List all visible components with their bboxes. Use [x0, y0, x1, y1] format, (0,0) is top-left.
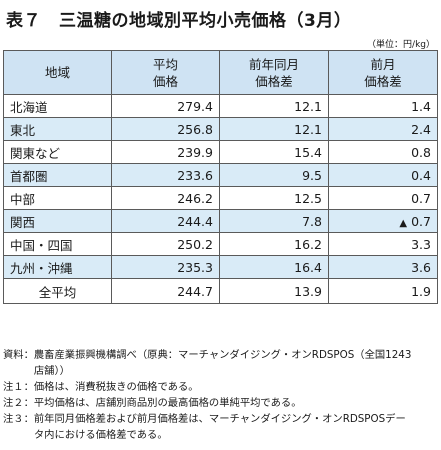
avg-price-cell: 233.6	[111, 163, 220, 187]
region-cell: 中国・四国	[3, 232, 112, 256]
header-region: 地域	[3, 50, 112, 95]
negative-triangle-icon: ▲	[399, 217, 408, 229]
mom-diff-cell: 0.8	[328, 140, 438, 164]
avg-price-cell: 244.4	[111, 209, 220, 233]
mom-diff-cell: 2.4	[328, 117, 438, 141]
total-row: 全平均 244.7 13.9 1.9	[3, 278, 438, 304]
total-yoy-diff-cell: 13.9	[219, 278, 329, 304]
mom-diff-cell: 1.4	[328, 94, 438, 118]
header-avg-price: 平均 価格	[111, 50, 220, 95]
avg-price-cell: 235.3	[111, 255, 220, 279]
note-text: 前年同月価格差および前月価格差は、マーチャンダイジング・オンRDSPOSデータ内…	[33, 413, 406, 441]
region-cell: 北海道	[3, 94, 112, 118]
region-cell: 関西	[3, 209, 112, 233]
table-row: 中国・四国 250.2 16.2 3.3	[3, 232, 438, 256]
note-label: 注３：	[3, 413, 34, 425]
header-avg-price-line1: 平均	[152, 56, 178, 72]
footnotes: 資料： 農畜産業振興機構調べ（原典：マーチャンダイジング・オンRDSPOS（全国…	[3, 347, 415, 443]
table-title-text: 三温糖の地域別平均小売価格（3月）	[59, 11, 352, 31]
mom-diff-cell: 0.7	[328, 186, 438, 210]
mom-diff-cell: 0.4	[328, 163, 438, 187]
mom-diff-cell: ▲ 0.7	[328, 209, 438, 233]
note-label: 注１：	[3, 381, 34, 393]
yoy-diff-cell: 16.2	[219, 232, 329, 256]
note-text: 価格は、消費税抜きの価格である。	[33, 381, 199, 393]
note-text: 平均価格は、店舗別商品別の最高価格の単純平均である。	[33, 397, 302, 409]
table-row: 関東など 239.9 15.4 0.8	[3, 140, 438, 164]
header-yoy-diff-line2: 価格差	[255, 73, 293, 89]
avg-price-cell: 250.2	[111, 232, 220, 256]
header-yoy-diff-line1: 前年同月	[248, 56, 299, 72]
note-text: 農畜産業振興機構調べ（原典：マーチャンダイジング・オンRDSPOS（全国1243…	[33, 349, 412, 377]
table-row: 首都圏 233.6 9.5 0.4	[3, 163, 438, 187]
region-cell: 中部	[3, 186, 112, 210]
yoy-diff-cell: 16.4	[219, 255, 329, 279]
total-region-cell: 全平均	[3, 278, 112, 304]
total-mom-diff-cell: 1.9	[328, 278, 438, 304]
note-label: 注２：	[3, 397, 34, 409]
yoy-diff-cell: 12.1	[219, 94, 329, 118]
header-mom-diff-line1: 前月	[370, 56, 396, 72]
header-avg-price-line2: 価格	[152, 73, 178, 89]
avg-price-cell: 239.9	[111, 140, 220, 164]
region-cell: 首都圏	[3, 163, 112, 187]
table-row: 中部 246.2 12.5 0.7	[3, 186, 438, 210]
note-3: 注３： 前年同月価格差および前月価格差は、マーチャンダイジング・オンRDSPOS…	[3, 411, 415, 443]
header-mom-diff: 前月 価格差	[328, 50, 438, 95]
note-1: 注１： 価格は、消費税抜きの価格である。	[3, 379, 415, 395]
note-2: 注２： 平均価格は、店舗別商品別の最高価格の単純平均である。	[3, 395, 415, 411]
region-cell: 九州・沖縄	[3, 255, 112, 279]
yoy-diff-cell: 7.8	[219, 209, 329, 233]
avg-price-cell: 256.8	[111, 117, 220, 141]
yoy-diff-cell: 12.5	[219, 186, 329, 210]
table-title: 表７ 三温糖の地域別平均小売価格（3月）	[6, 6, 351, 31]
table-row: 九州・沖縄 235.3 16.4 3.6	[3, 255, 438, 279]
table-row: 東北 256.8 12.1 2.4	[3, 117, 438, 141]
yoy-diff-cell: 15.4	[219, 140, 329, 164]
region-cell: 東北	[3, 117, 112, 141]
header-yoy-diff: 前年同月 価格差	[219, 50, 329, 95]
region-cell: 関東など	[3, 140, 112, 164]
table-row: 関西 244.4 7.8 ▲ 0.7	[3, 209, 438, 233]
table-header-row: 地域 平均 価格 前年同月 価格差 前月 価格差	[3, 50, 438, 95]
table-number: 表７	[6, 11, 41, 31]
note-label: 資料：	[3, 349, 34, 361]
mom-diff-value: 0.7	[411, 213, 431, 229]
note-source: 資料： 農畜産業振興機構調べ（原典：マーチャンダイジング・オンRDSPOS（全国…	[3, 347, 415, 379]
mom-diff-cell: 3.6	[328, 255, 438, 279]
yoy-diff-cell: 9.5	[219, 163, 329, 187]
yoy-diff-cell: 12.1	[219, 117, 329, 141]
price-table: 地域 平均 価格 前年同月 価格差 前月 価格差 北海道 279.4 12.1 …	[3, 50, 438, 304]
mom-diff-cell: 3.3	[328, 232, 438, 256]
avg-price-cell: 279.4	[111, 94, 220, 118]
avg-price-cell: 246.2	[111, 186, 220, 210]
header-mom-diff-line2: 価格差	[364, 73, 402, 89]
unit-label: （単位：円/kg）	[367, 40, 435, 50]
total-avg-price-cell: 244.7	[111, 278, 220, 304]
table-row: 北海道 279.4 12.1 1.4	[3, 94, 438, 118]
